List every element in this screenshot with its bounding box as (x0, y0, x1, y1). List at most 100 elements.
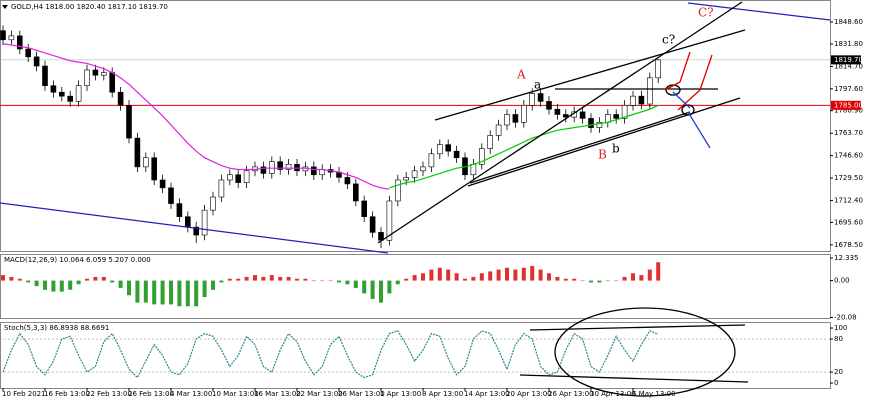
histogram-bar (227, 278, 232, 281)
histogram-bar (160, 280, 165, 305)
candle-body (260, 166, 267, 174)
histogram-bar (219, 280, 224, 283)
arrow-path (687, 111, 711, 149)
histogram-bar (614, 280, 619, 282)
histogram-bar (152, 280, 157, 305)
candle-body (386, 200, 393, 241)
candle-body (168, 187, 174, 204)
histogram-bar (143, 280, 148, 303)
histogram-bar (395, 280, 400, 285)
histogram-bar (320, 280, 325, 282)
candle-body (201, 209, 208, 236)
candle-body (546, 101, 552, 110)
y-tick-label: 1695.60 (834, 218, 863, 226)
histogram-bar (421, 273, 425, 281)
histogram-bar (547, 273, 551, 281)
marker-ellipse (681, 104, 695, 116)
candle-body (193, 226, 199, 236)
moving-average (389, 104, 659, 189)
candle-body (58, 91, 65, 97)
candle-body (33, 56, 40, 67)
histogram-bar (404, 278, 409, 281)
candle-body (646, 77, 653, 105)
price-panel (0, 0, 831, 252)
histogram-bar (454, 273, 459, 281)
candle-body (8, 35, 15, 41)
y-tick-label: 1746.60 (834, 152, 863, 160)
candle-body (495, 124, 502, 136)
candle-body (369, 216, 376, 233)
candle-body (176, 203, 183, 217)
candle-body (562, 114, 569, 118)
y-tick-label: 12.335 (834, 254, 859, 262)
candle-body (243, 170, 250, 183)
candle-body (25, 48, 32, 58)
trendline (529, 324, 746, 331)
stoch-title: Stoch(5,3,3) 86.8938 88.6691 (4, 324, 109, 332)
trendline (434, 29, 746, 121)
histogram-bar (295, 278, 299, 281)
histogram-bar (26, 280, 31, 283)
candle-body (109, 72, 115, 93)
wave-label: B (598, 148, 607, 162)
y-tick-label: 1763.70 (834, 129, 863, 137)
candle-body (554, 108, 561, 115)
candle-body (16, 35, 23, 50)
wave-label: a (534, 78, 541, 92)
candle-body (588, 118, 594, 128)
x-tick-label: 10 Feb 2021 (2, 390, 46, 398)
candle-body (84, 69, 90, 86)
candle-body (613, 114, 620, 119)
x-tick-label: 10 Mar 13:00 (212, 390, 259, 398)
y-tick-label: 1848.60 (834, 18, 863, 26)
arrow-path (664, 51, 691, 91)
histogram-bar (286, 276, 291, 281)
histogram-bar (656, 262, 661, 281)
histogram-bar (1, 275, 5, 281)
trendline (0, 202, 389, 254)
candle-body (50, 85, 57, 93)
candle-body (621, 105, 628, 119)
histogram-bar (311, 280, 316, 282)
histogram-bar (647, 269, 652, 281)
histogram-bar (328, 280, 333, 282)
x-tick-label: 26 Mar 13:00 (338, 390, 385, 398)
arrow-path (672, 91, 691, 109)
price-label: 1819.70 (834, 56, 863, 64)
wave-label: C? (698, 6, 714, 20)
stoch-panel (0, 322, 831, 389)
x-tick-label: 26 Apr 13:00 (548, 390, 594, 398)
candle-body (436, 144, 443, 155)
histogram-bar (17, 278, 22, 281)
histogram-bar (194, 280, 199, 307)
y-tick-label: 1797.60 (834, 85, 863, 93)
histogram-bar (463, 278, 467, 281)
candle-body (235, 174, 241, 183)
candle-body (277, 161, 284, 170)
moving-average (2, 43, 390, 190)
y-tick-label: 80 (834, 335, 843, 343)
histogram-bar (471, 276, 476, 281)
histogram-bar (236, 278, 241, 281)
candle-body (126, 105, 132, 139)
histogram-bar (261, 276, 266, 281)
histogram-bar (169, 280, 173, 305)
marker-ellipse (554, 307, 736, 397)
histogram-bar (101, 276, 106, 281)
histogram-bar (412, 275, 417, 281)
histogram-bar (429, 269, 434, 281)
x-tick-label: 16 Mar 13:00 (254, 390, 301, 398)
histogram-bar (521, 267, 526, 281)
candle-body (638, 95, 645, 105)
histogram-bar (51, 280, 56, 292)
histogram-bar (34, 280, 39, 287)
histogram-bar (505, 267, 509, 281)
trendline (687, 2, 831, 21)
histogram-bar (76, 280, 81, 285)
candle-body (75, 85, 82, 102)
histogram-bar (127, 280, 131, 296)
histogram-bar (597, 280, 602, 283)
histogram-bar (68, 280, 73, 290)
histogram-bar (110, 280, 115, 283)
candle-body (352, 183, 359, 202)
